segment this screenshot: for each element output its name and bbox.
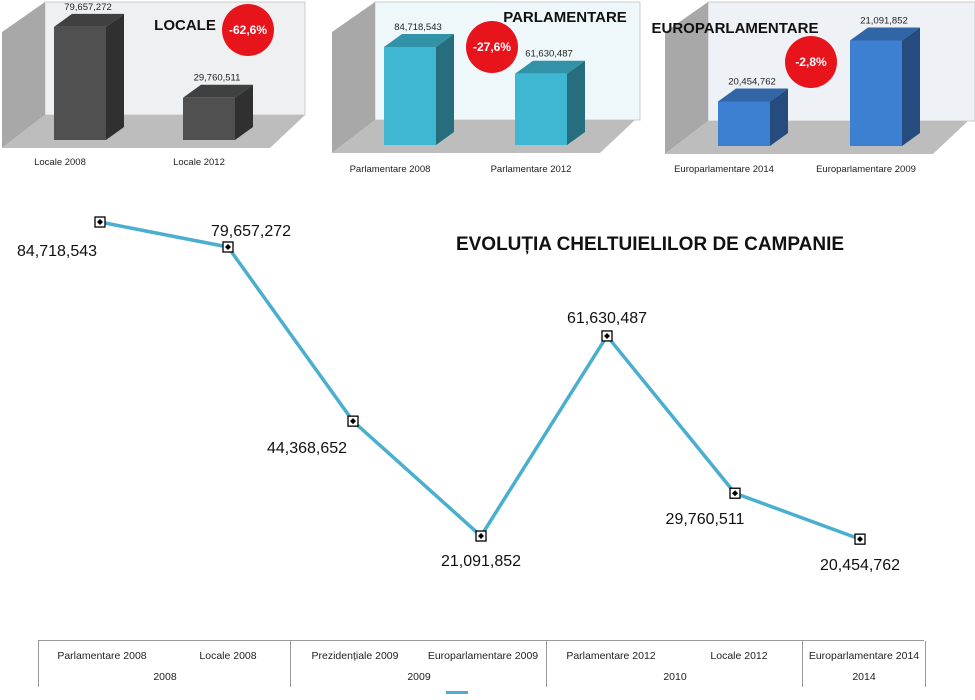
data-point-marker-inner [478, 533, 484, 540]
axis-category-label: Europarlamentare 2009 [427, 650, 539, 662]
bar-top [515, 60, 585, 74]
side-wall [665, 2, 708, 154]
bar-category-label: Europarlamentare 2014 [674, 164, 774, 175]
bar-side [106, 13, 124, 141]
data-point-marker-inner [604, 332, 610, 339]
chart-title: EVOLUȚIA CHELTUIELILOR DE CAMPANIE [456, 234, 844, 255]
axis-year-label: 2008 [153, 671, 177, 683]
bar-top [183, 84, 253, 98]
change-badge [466, 21, 518, 73]
bar-top [850, 27, 920, 41]
bar-value-label: 20,454,762 [728, 76, 776, 87]
bar-panel-parlamentare: 84,718,543 Parlamentare 2008 61,630,487 Par… [332, 1, 641, 175]
panel-title: LOCALE [154, 17, 216, 34]
bar-value-label: 29,760,511 [194, 73, 241, 84]
bar-side [436, 33, 454, 145]
bar [850, 40, 902, 146]
data-label: 44,368,652 [267, 440, 347, 457]
legend-series-marker [446, 691, 468, 694]
axis-category-label: Prezidențiale 2009 [311, 650, 399, 662]
change-badge-text: -62,6% [229, 23, 267, 37]
data-label: 61,630,487 [567, 310, 647, 327]
panel-title: PARLAMENTARE [503, 9, 627, 26]
data-label: 84,718,543 [17, 243, 97, 260]
axis-category-label: Parlamentare 2012 [566, 650, 656, 662]
bar-side [235, 84, 253, 140]
data-label: 29,760,511 [666, 511, 745, 528]
bar-value-label: 79,657,272 [64, 2, 112, 13]
bar [515, 73, 567, 145]
axis-category-label: Europarlamentare 2014 [808, 650, 920, 662]
data-point-marker-inner [225, 243, 231, 250]
bar-category-label: Europarlamentare 2009 [816, 164, 916, 175]
side-wall [2, 2, 45, 148]
data-label: 20,454,762 [820, 557, 900, 574]
axis-category-label: Locale 2008 [199, 650, 257, 662]
bar [384, 46, 436, 145]
bar-value-label: 21,091,852 [860, 15, 908, 26]
bar-top [718, 88, 788, 102]
data-point-marker-inner [350, 418, 356, 425]
bar-panel-europarlamentare: 20,454,762 Europarlamentare 2014 21,091,85… [652, 1, 975, 175]
bar [718, 101, 770, 146]
series-line [99, 220, 861, 541]
panel-title: EUROPARLAMENTARE [652, 20, 819, 37]
axis-group-2009: Prezidențiale 2009 Europarlamentare 2009 2… [290, 641, 547, 687]
floor [665, 121, 968, 154]
data-point-marker-inner [857, 536, 863, 543]
axis-group-2008: Parlamentare 2008 Locale 2008 2008 [38, 641, 291, 687]
bar-category-label: Parlamentare 2012 [491, 164, 572, 175]
axis-group-2014: Europarlamentare 2014 2014 [802, 641, 926, 687]
axis-year-label: 2009 [407, 671, 431, 683]
axis-category-label: Parlamentare 2008 [57, 650, 147, 662]
change-badge-text: -27,6% [473, 40, 511, 54]
floor [2, 115, 305, 148]
bar-side [902, 27, 920, 146]
axis-year-label: 2010 [663, 671, 687, 683]
change-badge [785, 36, 837, 88]
bar-top [384, 33, 454, 47]
floor [332, 120, 635, 153]
data-label: 21,091,852 [441, 553, 521, 570]
bar [54, 26, 106, 140]
bar-side [770, 88, 788, 146]
bar-panel-locale: 79,657,272 Locale 2008 29,760,511 Locale 20… [2, 1, 306, 168]
change-badge-text: -2,8% [795, 55, 827, 69]
bar-side [567, 60, 585, 145]
axis-category-label: Locale 2012 [710, 650, 768, 662]
data-point-marker-inner [97, 219, 103, 226]
change-badge [222, 4, 274, 56]
data-point-marker-inner [732, 490, 738, 497]
bar-category-label: Locale 2008 [34, 157, 86, 168]
axis-year-label: 2014 [852, 671, 876, 683]
bar-value-label: 61,630,487 [525, 49, 573, 60]
category-axis-table: Parlamentare 2008 Locale 2008 2008 Preziden… [38, 640, 926, 687]
bar-value-label: 84,718,543 [394, 22, 442, 33]
bar [183, 97, 235, 140]
side-wall [332, 2, 375, 153]
data-label: 79,657,272 [211, 223, 291, 240]
bar-top [54, 13, 124, 27]
bar-category-label: Locale 2012 [173, 157, 225, 168]
axis-group-2010: Parlamentare 2012 Locale 2012 2010 [546, 641, 803, 687]
bar-category-label: Parlamentare 2008 [350, 164, 431, 175]
